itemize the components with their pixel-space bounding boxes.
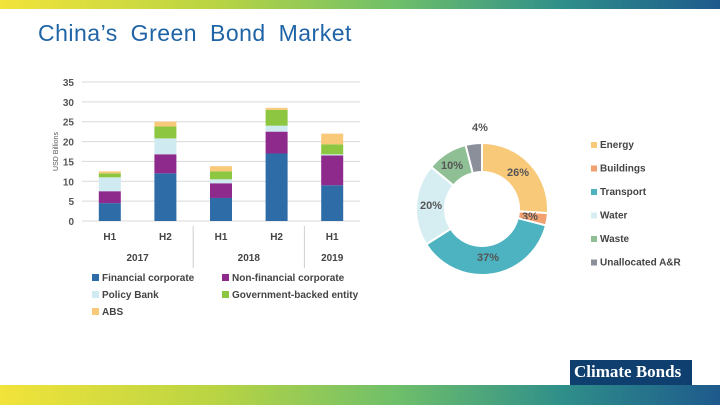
y-axis-label: USD Billions — [53, 132, 60, 171]
bar-segment — [265, 153, 288, 221]
bar-segment — [154, 138, 177, 155]
slice-label: 37% — [477, 252, 499, 264]
bar-segment — [321, 154, 344, 156]
legend-label: Energy — [600, 140, 634, 151]
legend-label: Waste — [600, 234, 630, 245]
x-tick-label: H1 — [215, 232, 228, 243]
legend-swatch — [591, 212, 597, 219]
page-title: China’s Green Bond Market — [38, 20, 352, 46]
legend-label: Transport — [600, 187, 647, 198]
legend-swatch — [591, 165, 597, 172]
bar-segment — [98, 203, 121, 221]
y-tick-label: 20 — [63, 138, 75, 149]
bar-segment — [154, 173, 177, 221]
legend-label: Financial corporate — [102, 273, 195, 284]
y-tick-label: 25 — [63, 118, 75, 129]
bar-segment — [210, 179, 232, 184]
y-tick-label: 0 — [68, 217, 74, 228]
logo-text: Climate Bonds — [574, 362, 682, 381]
y-tick-label: 15 — [63, 157, 75, 168]
legend-swatch — [92, 274, 99, 281]
climate-bonds-logo: Climate Bonds — [570, 360, 692, 385]
x-group-label: 2017 — [126, 253, 149, 264]
legend-swatch — [92, 291, 99, 298]
x-tick-label: H2 — [159, 232, 172, 243]
bottom-gradient-bar — [0, 385, 720, 405]
bar-segment — [154, 121, 177, 127]
x-group-label: 2019 — [321, 253, 344, 264]
bar-segment — [210, 171, 232, 180]
bar-segment — [210, 197, 232, 221]
slice-label: 26% — [507, 167, 529, 179]
legend-swatch — [222, 291, 229, 298]
legend-label: Unallocated A&R — [600, 258, 682, 269]
bar-segment — [265, 131, 288, 154]
y-tick-label: 30 — [63, 98, 75, 109]
x-tick-label: H1 — [326, 232, 339, 243]
bar-segment — [98, 173, 121, 178]
legend-label: ABS — [102, 307, 123, 318]
bar-segment — [98, 177, 121, 192]
legend-swatch — [92, 308, 99, 315]
legend-swatch — [591, 259, 597, 266]
legend-label: Policy Bank — [102, 290, 159, 301]
donut-slice — [424, 216, 548, 276]
y-tick-label: 35 — [63, 78, 75, 89]
donut-chart: 26%3%37%20%10%4%EnergyBuildingsTransport… — [415, 122, 682, 276]
legend-swatch — [222, 274, 229, 281]
legend-label: Water — [600, 211, 628, 222]
legend-swatch — [591, 189, 597, 195]
bar-segment — [321, 133, 344, 145]
y-tick-label: 5 — [68, 197, 74, 208]
donut-slice — [464, 141, 483, 175]
bar-segment — [98, 191, 121, 204]
slice-label: 20% — [420, 200, 442, 212]
bar-segment — [265, 107, 288, 110]
bar-segment — [321, 155, 344, 186]
bar-segment — [98, 171, 121, 174]
legend-label: Non-financial corporate — [232, 273, 345, 284]
bar-segment — [265, 125, 288, 132]
top-gradient-bar — [0, 0, 720, 9]
legend-label: Buildings — [600, 164, 646, 175]
bar-segment — [210, 183, 232, 198]
bar-segment — [321, 185, 344, 221]
x-tick-label: H2 — [270, 232, 283, 243]
bar-segment — [265, 109, 288, 126]
legend-label: Government-backed entity — [232, 290, 359, 301]
bar-segment — [154, 126, 177, 139]
x-tick-label: H1 — [103, 232, 116, 243]
legend-swatch — [591, 236, 597, 242]
bar-segment — [321, 144, 344, 155]
bar-segment — [210, 166, 232, 172]
slice-label: 4% — [472, 122, 488, 134]
slice-label: 10% — [441, 160, 463, 172]
x-group-label: 2018 — [238, 253, 261, 264]
legend-swatch — [591, 142, 597, 148]
y-tick-label: 10 — [63, 177, 75, 188]
stacked-bar-chart: 0 5 10 15 20 25 30 35 USD Billions H1 H2 H1 H2 H1 2017… — [53, 78, 360, 318]
bar-segment — [154, 154, 177, 174]
